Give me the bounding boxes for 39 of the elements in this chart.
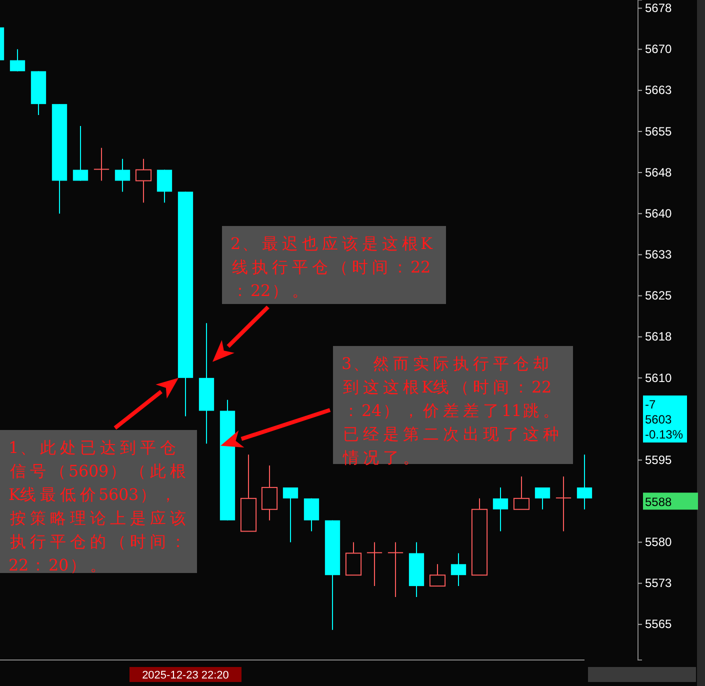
candlestick xyxy=(135,158,152,204)
candlestick xyxy=(304,498,320,532)
y-tick-label: 5648 xyxy=(645,165,672,180)
y-tick-label: 5663 xyxy=(645,83,672,98)
y-tick-label: 5595 xyxy=(645,452,672,467)
candlestick xyxy=(534,486,550,510)
candlestick xyxy=(261,465,278,521)
candlestick xyxy=(114,158,130,192)
candlestick xyxy=(513,476,530,510)
candlestick xyxy=(94,147,110,182)
annotation: 2、最迟也应该是这根K线执行平仓（时间：22：22）。 xyxy=(230,234,434,300)
candlestick xyxy=(366,542,382,587)
y-tick-label: 5678 xyxy=(645,1,672,16)
text: -7 5603 -0.13% xyxy=(645,398,684,442)
annotation: 3、然而实际执行平仓却到这这根K线（时间：22：24），价差差了11跳。已经是第二次出现了这种情况了。 xyxy=(342,354,559,467)
y-tick-label: 5655 xyxy=(645,124,672,138)
candlestick xyxy=(388,542,404,598)
candlestick xyxy=(429,564,446,587)
y-tick-label: 5610 xyxy=(645,370,672,385)
candlestick xyxy=(450,552,466,587)
text: 2025-12-23 22:20 xyxy=(142,669,229,682)
y-tick-label: 5618 xyxy=(645,330,672,344)
text: 5588 xyxy=(645,494,672,509)
candlestick xyxy=(10,48,26,72)
annotation: 1、此处已达到平仓信号（5609）（此根K线最低价5603），按策略理论上是应该执行平仓的（时间：22：20）。 xyxy=(8,438,186,574)
y-tick-label: 5625 xyxy=(645,288,672,303)
candlestick xyxy=(492,486,508,532)
candlestick xyxy=(282,486,298,543)
y-tick-label: 5573 xyxy=(645,576,672,590)
y-tick-label: 5633 xyxy=(645,248,672,262)
y-tick-label: 5640 xyxy=(645,206,672,220)
y-tick-label: 5565 xyxy=(645,617,672,632)
candlestick xyxy=(72,125,88,182)
candlestick xyxy=(556,476,572,532)
y-tick-label: 5580 xyxy=(645,535,672,550)
y-tick-label: 5670 xyxy=(645,42,672,56)
candlestick xyxy=(156,169,172,204)
candlestick xyxy=(576,454,592,510)
candlestick xyxy=(345,542,362,576)
